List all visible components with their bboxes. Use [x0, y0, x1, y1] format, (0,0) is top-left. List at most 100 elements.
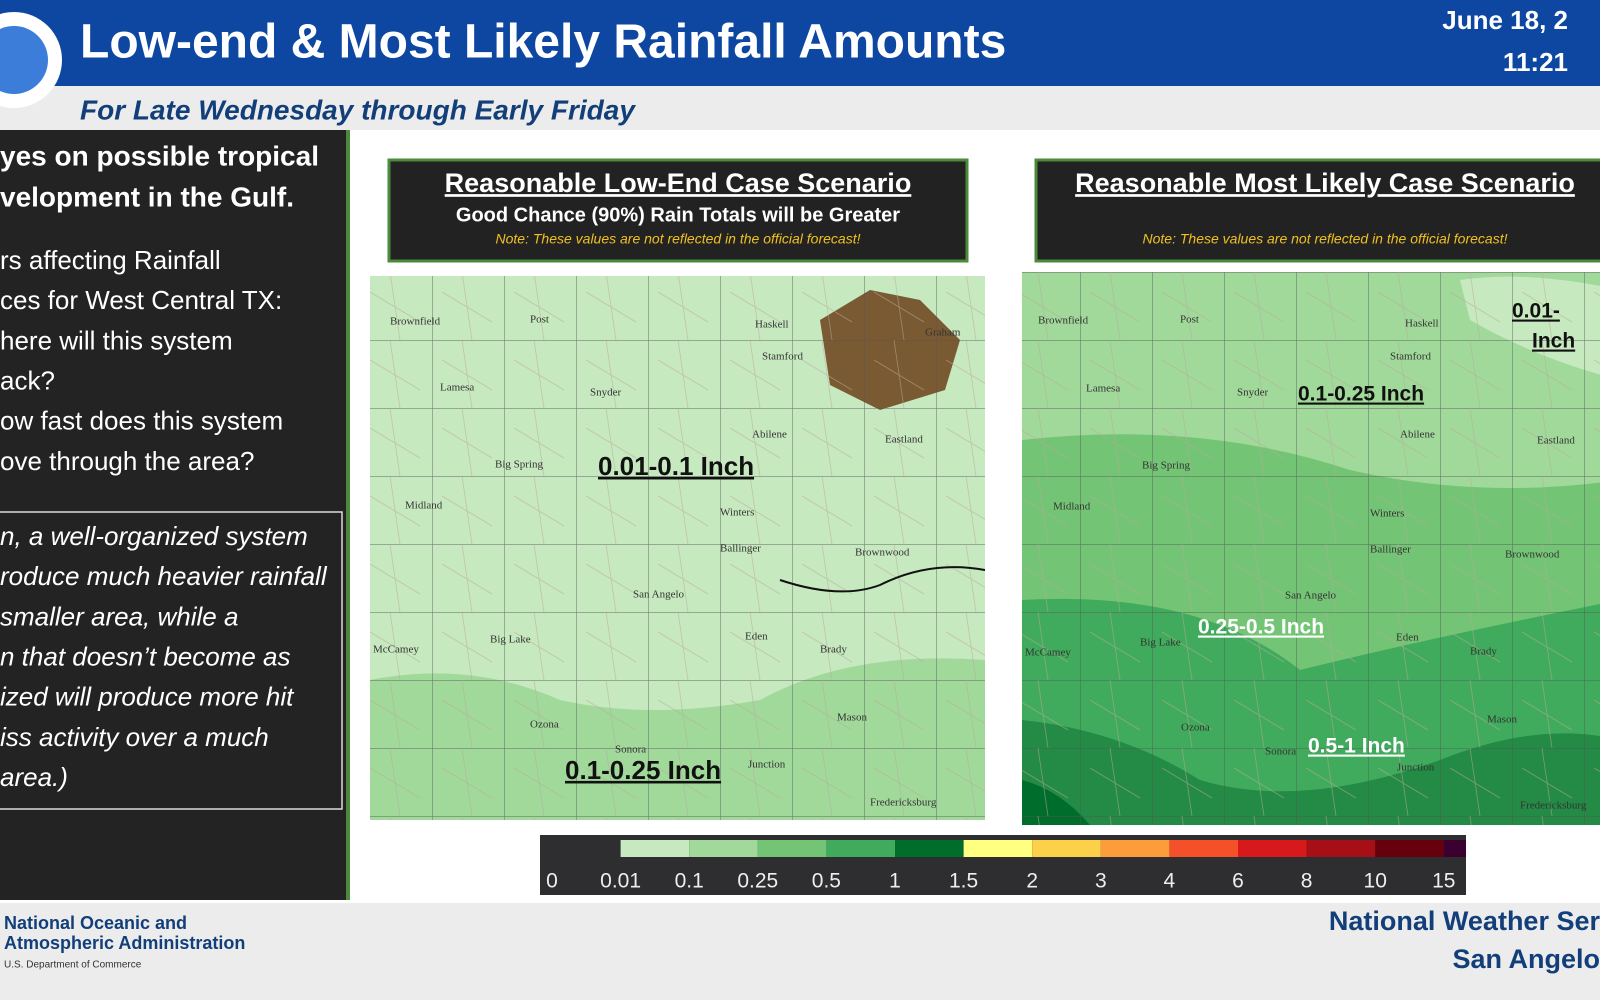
panel-heading: yes on possible tropical — [0, 140, 319, 171]
city-label: Brady — [820, 644, 847, 656]
city-label: Haskell — [1405, 318, 1439, 330]
panel-factor: rs affecting Rainfall — [0, 245, 221, 275]
city-label: San Angelo — [633, 589, 685, 601]
zone-label: 0.25-0.5 Inch — [1198, 616, 1324, 639]
city-label: Midland — [1053, 501, 1091, 513]
colorbar-swatch — [1443, 840, 1466, 857]
city-label: Eastland — [1537, 435, 1575, 447]
panel-factor: ove through the area? — [0, 446, 254, 476]
panel-note: roduce much heavier rainfall — [0, 561, 328, 591]
colorbar-swatch — [826, 840, 895, 857]
city-label: Post — [530, 314, 549, 326]
colorbar-swatch — [1238, 840, 1307, 857]
city-label: Sonora — [615, 744, 646, 756]
panel-note: area.) — [0, 762, 68, 792]
zone-label: 0.5-1 Inch — [1308, 735, 1405, 758]
city-label: Eden — [745, 631, 768, 643]
zone-label: 0.01- — [1512, 300, 1560, 323]
left-panel — [0, 130, 348, 900]
header-bar — [0, 0, 1600, 86]
city-label: Graham — [925, 327, 961, 339]
panel-factor: here will this system — [0, 325, 233, 355]
zone-label: Inch — [1532, 330, 1575, 353]
colorbar-tick: 15 — [1432, 870, 1455, 893]
panel-note: smaller area, while a — [0, 601, 238, 631]
colorbar-tick: 1.5 — [949, 870, 978, 893]
colorbar-tick: 0.1 — [675, 870, 704, 893]
city-label: Big Lake — [1140, 637, 1181, 649]
colorbar-tick: 0.5 — [812, 870, 841, 893]
zone-label: 0.1-0.25 Inch — [1298, 383, 1424, 406]
panel-factor: ces for West Central TX: — [0, 285, 282, 315]
colorbar-tick: 1 — [889, 870, 901, 893]
map-heading: Reasonable Most Likely Case Scenario — [1075, 168, 1575, 198]
city-label: Big Spring — [495, 459, 543, 471]
zone-label: 0.01-0.1 Inch — [598, 451, 754, 481]
city-label: Midland — [405, 500, 443, 512]
city-label: Stamford — [1390, 351, 1431, 363]
city-label: Junction — [748, 759, 786, 771]
panel-note: n that doesn’t become as — [0, 641, 291, 671]
colorbar-tick: 4 — [1164, 870, 1176, 893]
city-label: Eden — [1396, 632, 1419, 644]
footer-bar — [0, 903, 1600, 1000]
city-label: Abilene — [752, 429, 787, 441]
city-label: Mason — [837, 712, 867, 724]
subtitle-bar — [0, 86, 1600, 130]
map-low: Brownfield Post Haskell Graham Stamford Lames… — [370, 276, 985, 820]
colorbar-tick: 2 — [1026, 870, 1038, 893]
city-label: Stamford — [762, 351, 803, 363]
department: U.S. Department of Commerce — [4, 960, 142, 971]
city-label: Ozona — [1181, 722, 1210, 734]
colorbar-swatch — [620, 840, 690, 857]
map-note: Note: These values are not reflected in … — [496, 231, 861, 247]
colorbar-tick: 0.25 — [737, 870, 778, 893]
time: 11:21 — [1503, 47, 1568, 77]
city-label: Brownwood — [1505, 549, 1560, 561]
subtitle: For Late Wednesday through Early Friday — [80, 94, 636, 125]
city-label: Big Lake — [490, 634, 531, 646]
city-label: Snyder — [590, 387, 622, 399]
city-label: Lamesa — [1086, 383, 1120, 395]
city-label: Winters — [1370, 508, 1404, 520]
city-label: Ballinger — [1370, 544, 1411, 556]
city-label: Junction — [1397, 762, 1435, 774]
city-label: Snyder — [1237, 387, 1269, 399]
city-label: Haskell — [755, 319, 789, 331]
city-label: Ballinger — [720, 543, 761, 555]
office: San Angelo — [1452, 944, 1600, 974]
map-subheading: Good Chance (90%) Rain Totals will be Gr… — [456, 204, 900, 226]
city-label: Ozona — [530, 719, 559, 731]
city-label: Brownfield — [1038, 315, 1089, 327]
map-likely-header — [1034, 158, 1600, 263]
map-heading: Reasonable Low-End Case Scenario — [445, 168, 912, 198]
colorbar-tick: 0.01 — [600, 870, 641, 893]
city-label: Mason — [1487, 714, 1517, 726]
city-label: Post — [1180, 314, 1199, 326]
panel-factor: ack? — [0, 365, 55, 395]
office: National Weather Ser — [1329, 906, 1600, 936]
colorbar-swatch — [1375, 840, 1444, 857]
city-label: Winters — [720, 507, 754, 519]
panel-heading: velopment in the Gulf. — [0, 181, 294, 212]
city-label: Brady — [1470, 646, 1497, 658]
city-label: Big Spring — [1142, 460, 1190, 472]
colorbar-swatch — [689, 840, 758, 857]
city-label: Fredericksburg — [1520, 800, 1587, 812]
city-label: Sonora — [1265, 746, 1296, 758]
agency: National Oceanic and — [4, 913, 187, 933]
colorbar-swatch — [963, 840, 1033, 857]
map-low-header — [387, 158, 969, 263]
logo-inner — [0, 26, 48, 94]
date: June 18, 2 — [1442, 5, 1568, 35]
map-likely: Brownfield Post Haskell Stamford Lamesa Snyde… — [1022, 272, 1600, 825]
colorbar-tick: 8 — [1301, 870, 1313, 893]
colorbar-swatch — [1306, 840, 1376, 857]
city-label: Fredericksburg — [870, 797, 937, 809]
panel-note: n, a well-organized system — [0, 521, 308, 551]
colorbar-tick: 3 — [1095, 870, 1107, 893]
agency: Atmospheric Administration — [4, 933, 245, 953]
map-note: Note: These values are not reflected in … — [1143, 231, 1508, 247]
colorbar-swatch — [895, 840, 964, 857]
colorbar-swatch — [1169, 840, 1238, 857]
